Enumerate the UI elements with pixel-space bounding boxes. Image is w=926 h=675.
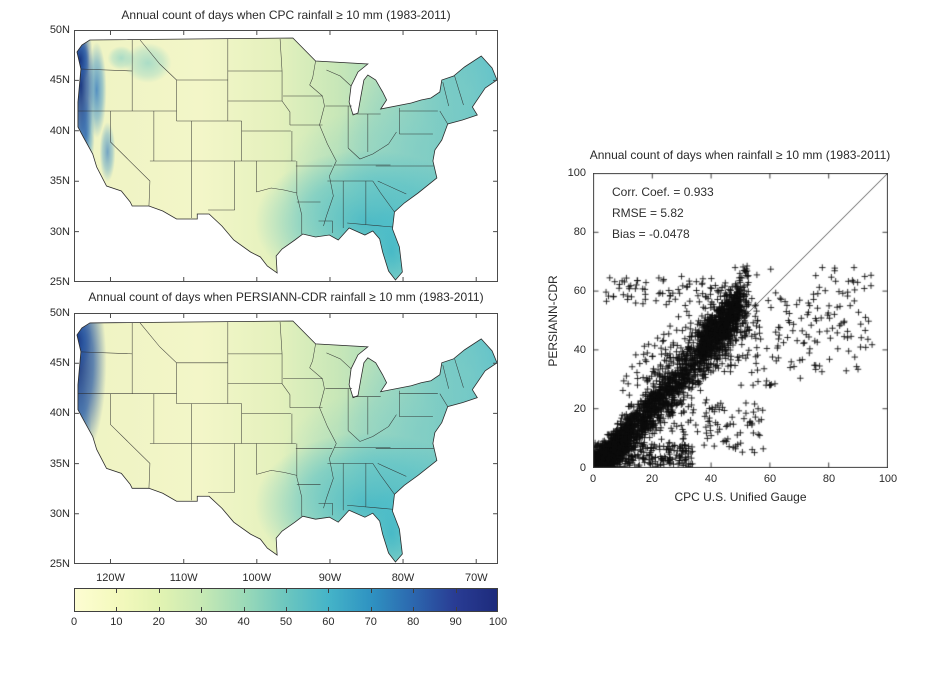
scatter-x-tick-label: 40 <box>704 473 718 485</box>
scatter-x-tick-label: 60 <box>763 473 777 485</box>
colorbar-tick-label: 0 <box>70 616 78 628</box>
colorbar-tick-label: 50 <box>279 616 293 628</box>
lat-tick-label: 45N <box>49 74 70 87</box>
colorbar-tick-label: 80 <box>407 616 420 628</box>
scatter-plot <box>593 173 888 468</box>
lat-tick-label: 50N <box>49 307 70 319</box>
cpc-us-map <box>74 30 498 282</box>
lon-tick-label: 110W <box>169 572 198 584</box>
colorbar-tick-label: 90 <box>449 616 462 628</box>
lat-tick-label: 25N <box>49 276 70 288</box>
lon-tick-label: 70W <box>464 572 488 584</box>
scatter-x-tick-label: 80 <box>822 473 836 485</box>
lat-tick-label: 45N <box>49 357 70 370</box>
lat-tick-label: 30N <box>49 225 70 238</box>
scatter-stats: Corr. Coef. = 0.933 RMSE = 5.82 Bias = -… <box>612 182 714 245</box>
colorbar <box>74 588 498 612</box>
lat-tick-label: 25N <box>49 558 70 570</box>
cpc-map-title: Annual count of days when CPC rainfall ≥… <box>121 8 451 22</box>
colorbar-tick-label: 60 <box>322 616 335 628</box>
colorbar-tick-label: 10 <box>110 616 123 628</box>
stat-rmse: RMSE = 5.82 <box>612 206 684 220</box>
scatter-title: Annual count of days when rainfall ≥ 10 … <box>589 148 891 162</box>
scatter-y-tick-label: 100 <box>567 167 586 179</box>
colorbar-tick-label: 40 <box>237 616 250 628</box>
scatter-x-tick-label: 0 <box>589 473 597 485</box>
colorbar-tick-label: 20 <box>152 616 165 628</box>
lat-tick-label: 40N <box>49 124 70 137</box>
lat-tick-label: 35N <box>49 457 70 470</box>
scatter-y-tick-label: 0 <box>579 462 586 474</box>
colorbar-tick-label: 70 <box>364 616 377 628</box>
lon-tick-label: 80W <box>391 572 415 584</box>
persiann-map-panel <box>74 313 498 564</box>
lat-tick-label: 30N <box>49 507 70 520</box>
stat-bias: Bias = -0.0478 <box>612 227 690 241</box>
cpc-map-panel <box>74 30 498 282</box>
lat-tick-label: 40N <box>49 407 70 420</box>
scatter-xlabel: CPC U.S. Unified Gauge <box>674 490 807 504</box>
lat-tick-label: 35N <box>49 175 70 188</box>
persiann-us-map <box>74 313 498 564</box>
colorbar-tick-label: 100 <box>488 616 508 628</box>
lon-tick-label: 100W <box>242 572 272 584</box>
scatter-ylabel: PERSIANN-CDR <box>546 275 560 367</box>
lat-tick-label: 50N <box>49 24 70 36</box>
lon-tick-label: 90W <box>318 572 342 584</box>
lon-tick-label: 120W <box>96 572 125 584</box>
persiann-map-title: Annual count of days when PERSIANN-CDR r… <box>88 290 484 304</box>
scatter-x-tick-label: 100 <box>878 473 898 485</box>
stat-corr-coef: Corr. Coef. = 0.933 <box>612 185 714 199</box>
colorbar-tick-label: 30 <box>195 616 208 628</box>
scatter-x-tick-label: 20 <box>645 473 659 485</box>
